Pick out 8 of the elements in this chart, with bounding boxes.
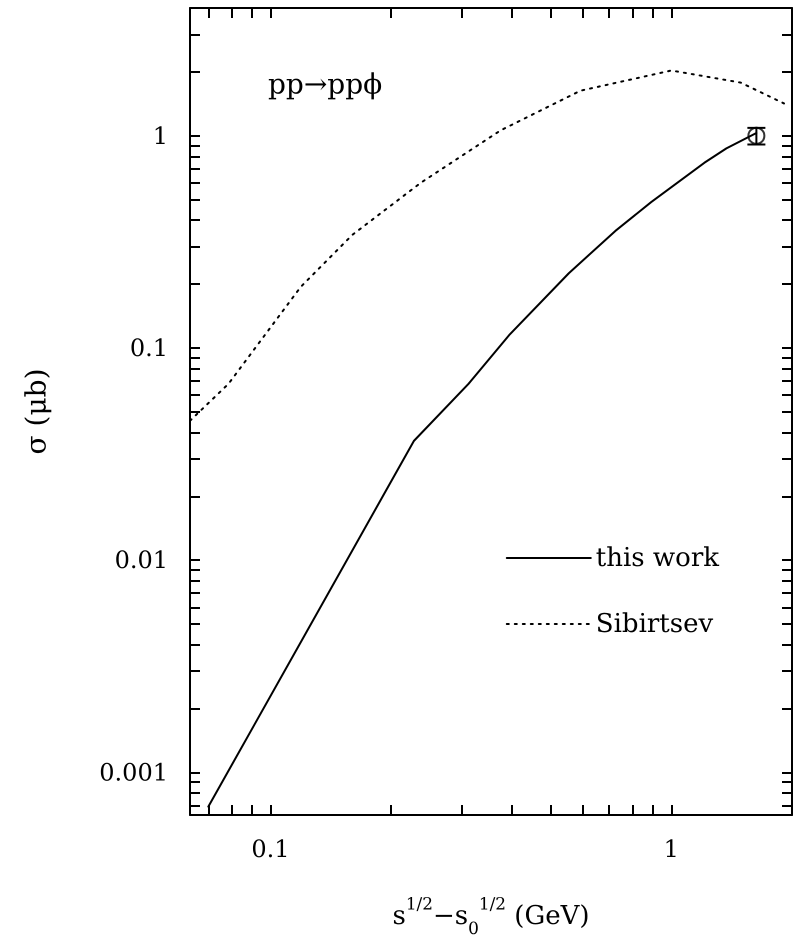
legend-label: this work	[596, 543, 720, 573]
y-tick-label: 1	[152, 122, 168, 150]
y-tick-label: 0.1	[130, 334, 168, 362]
annotation: pp→ppϕ	[268, 68, 382, 100]
y-tick-label: 0.01	[114, 546, 168, 574]
y-tick-label: 0.001	[99, 758, 168, 786]
y-axis-title: σ (μb)	[20, 368, 52, 454]
legend-label: Sibirtsev	[596, 609, 714, 639]
